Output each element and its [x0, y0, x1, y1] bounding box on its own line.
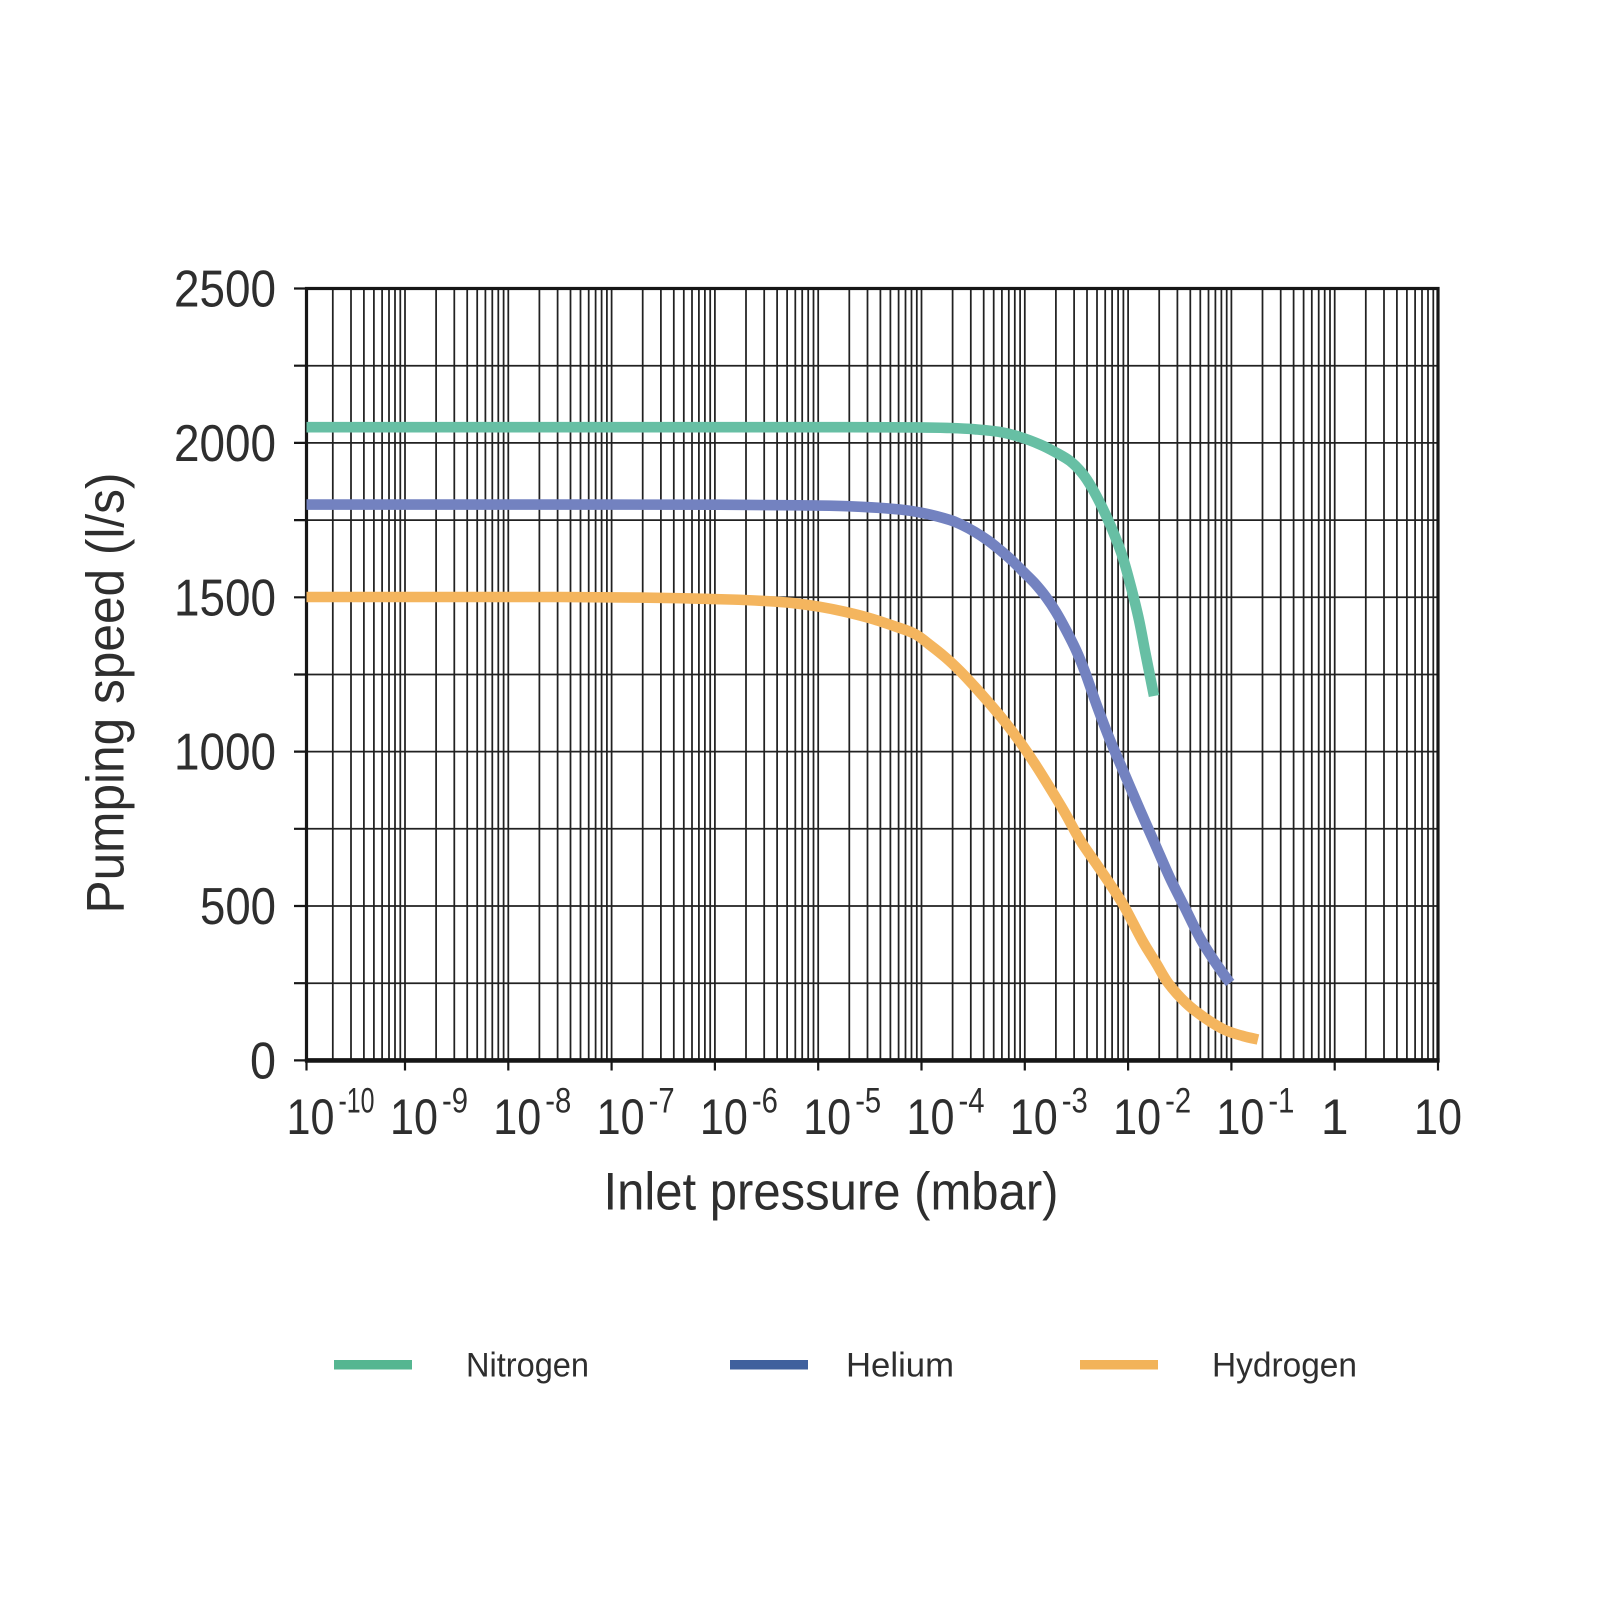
svg-text:-4: -4: [959, 1082, 985, 1121]
svg-text:0: 0: [250, 1032, 276, 1090]
svg-text:-2: -2: [1165, 1082, 1191, 1121]
svg-text:10: 10: [597, 1089, 645, 1145]
svg-text:10: 10: [1010, 1089, 1058, 1145]
svg-text:10: 10: [390, 1089, 438, 1145]
svg-text:Inlet pressure (mbar): Inlet pressure (mbar): [604, 1163, 1059, 1222]
svg-text:Nitrogen: Nitrogen: [466, 1347, 589, 1385]
svg-text:Helium: Helium: [846, 1347, 954, 1385]
svg-text:10: 10: [700, 1089, 748, 1145]
svg-text:-3: -3: [1062, 1082, 1088, 1121]
svg-text:10: 10: [493, 1089, 541, 1145]
svg-text:Pumping speed (l/s): Pumping speed (l/s): [77, 473, 136, 914]
svg-text:10: 10: [287, 1089, 335, 1145]
svg-text:10: 10: [907, 1089, 955, 1145]
svg-text:2000: 2000: [174, 415, 276, 473]
svg-text:1000: 1000: [174, 724, 276, 782]
svg-text:1500: 1500: [174, 569, 276, 627]
svg-text:500: 500: [200, 878, 276, 936]
svg-text:1: 1: [1321, 1089, 1349, 1145]
svg-text:Hydrogen: Hydrogen: [1212, 1347, 1357, 1385]
svg-text:10: 10: [1113, 1089, 1161, 1145]
svg-text:-1: -1: [1268, 1082, 1294, 1121]
svg-text:2500: 2500: [174, 261, 276, 319]
svg-text:10: 10: [803, 1089, 851, 1145]
svg-text:-6: -6: [752, 1082, 778, 1121]
svg-text:-9: -9: [442, 1082, 468, 1121]
svg-text:10: 10: [1216, 1089, 1264, 1145]
svg-text:-8: -8: [545, 1082, 571, 1121]
svg-text:-10: -10: [339, 1082, 375, 1121]
svg-text:-7: -7: [649, 1082, 675, 1121]
svg-text:10: 10: [1414, 1089, 1462, 1145]
svg-text:-5: -5: [855, 1082, 881, 1121]
